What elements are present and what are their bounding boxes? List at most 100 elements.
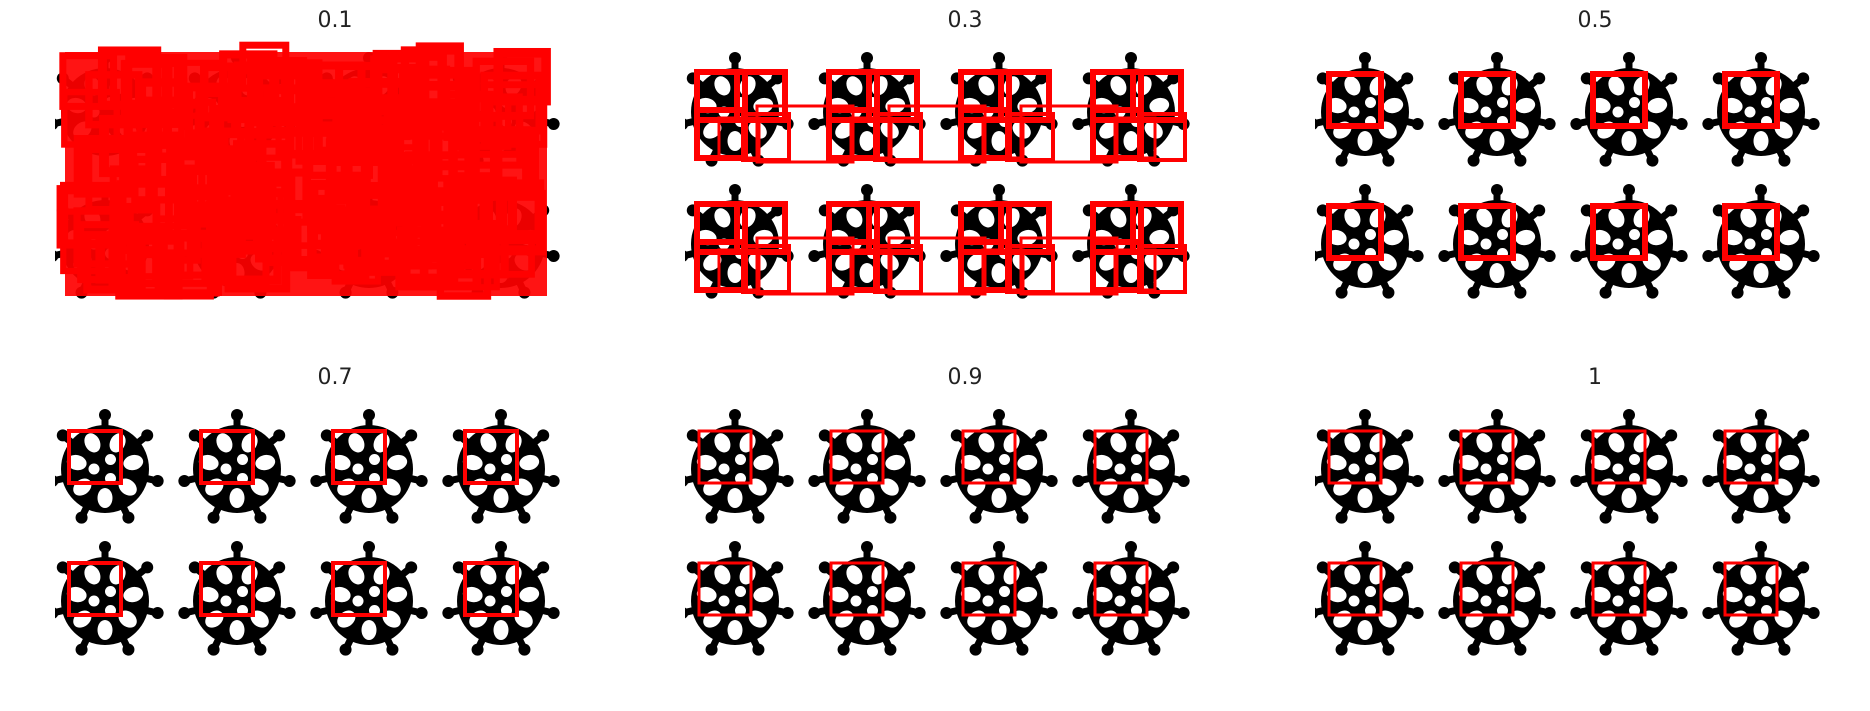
lattice-cell — [310, 409, 427, 524]
lattice-knob — [57, 429, 69, 441]
lattice-knob — [993, 409, 1005, 421]
lattice-knob — [729, 409, 741, 421]
lattice-cell — [808, 409, 925, 524]
lattice-hole — [851, 596, 862, 607]
lattice-hole — [494, 488, 509, 508]
lattice-hole — [992, 263, 1007, 283]
lattice-knob — [993, 52, 1005, 64]
lattice-knob — [1178, 475, 1190, 487]
lattice-knob — [1359, 184, 1371, 196]
lattice-knob — [1382, 287, 1394, 299]
lattice-knob — [1665, 72, 1677, 84]
lattice-cell — [685, 541, 794, 656]
lattice-knob — [884, 512, 896, 524]
lattice-knob — [970, 644, 982, 656]
lattice-hole — [1497, 97, 1508, 108]
lattice-knob — [782, 475, 794, 487]
lattice-knob — [1732, 155, 1744, 167]
lattice-cell — [1438, 409, 1555, 524]
lattice-knob — [1533, 72, 1545, 84]
lattice-knob — [1072, 250, 1084, 262]
lattice-knob — [1317, 429, 1329, 441]
lattice-knob — [386, 512, 398, 524]
lattice-hole — [1365, 586, 1376, 597]
lattice-knob — [231, 541, 243, 553]
lattice-cell — [55, 541, 164, 656]
lattice-knob — [1544, 250, 1556, 262]
lattice-knob — [808, 250, 820, 262]
lattice-knob — [1646, 644, 1658, 656]
lattice-knob — [1808, 475, 1820, 487]
lattice-knob — [1665, 429, 1677, 441]
lattice-knob — [1438, 475, 1450, 487]
lattice-hole — [1745, 596, 1756, 607]
lattice-hole — [719, 596, 730, 607]
lattice-knob — [1713, 429, 1725, 441]
lattice-knob — [495, 541, 507, 553]
lattice-hole — [983, 464, 994, 475]
lattice-hole — [1497, 586, 1508, 597]
lattice-knob — [808, 118, 820, 130]
lattice-knob — [1702, 475, 1714, 487]
lattice-knob — [1491, 184, 1503, 196]
lattice-knob — [363, 541, 375, 553]
lattice-hole — [1131, 586, 1142, 597]
lattice-knob — [819, 429, 831, 441]
lattice-knob — [1412, 118, 1424, 130]
panel-0-7: 0.7 — [55, 357, 615, 687]
panel-plot — [685, 40, 1245, 330]
lattice-hole — [98, 488, 113, 508]
lattice-knob — [1072, 475, 1084, 487]
lattice-hole — [1124, 131, 1139, 151]
lattice-hole — [1745, 107, 1756, 118]
lattice-knob — [231, 409, 243, 421]
lattice-knob — [284, 607, 296, 619]
lattice-hole — [230, 620, 245, 640]
lattice-knob — [1401, 429, 1413, 441]
lattice-hole — [1613, 239, 1624, 250]
lattice-hole — [735, 454, 746, 465]
lattice-knob — [1035, 429, 1047, 441]
lattice-hole — [105, 454, 116, 465]
lattice-hole — [89, 596, 100, 607]
lattice-knob — [178, 607, 190, 619]
lattice-cell — [1315, 541, 1424, 656]
lattice-hole — [485, 464, 496, 475]
lattice-knob — [1359, 409, 1371, 421]
lattice-knob — [1702, 250, 1714, 262]
lattice-hole — [237, 454, 248, 465]
lattice-knob — [1581, 561, 1593, 573]
lattice-hole — [983, 596, 994, 607]
lattice-knob — [1570, 607, 1582, 619]
lattice-knob — [1581, 429, 1593, 441]
lattice-knob — [1623, 541, 1635, 553]
lattice-knob — [951, 561, 963, 573]
lattice-hole — [1622, 488, 1637, 508]
lattice-hole — [1349, 596, 1360, 607]
lattice-knob — [1178, 607, 1190, 619]
lattice-knob — [687, 429, 699, 441]
lattice-knob — [340, 512, 352, 524]
lattice-cell — [1315, 409, 1424, 524]
lattice-hole — [1365, 229, 1376, 240]
lattice-hole — [719, 464, 730, 475]
lattice-knob — [1755, 541, 1767, 553]
lattice-knob — [1072, 118, 1084, 130]
lattice-knob — [152, 475, 164, 487]
lattice-knob — [386, 644, 398, 656]
panel-title: 1 — [1315, 365, 1870, 390]
lattice-knob — [537, 561, 549, 573]
lattice-knob — [76, 512, 88, 524]
lattice-knob — [1167, 561, 1179, 573]
lattice-knob — [771, 561, 783, 573]
lattice-hole — [1613, 107, 1624, 118]
lattice-knob — [1336, 155, 1348, 167]
lattice-knob — [1401, 72, 1413, 84]
lattice-hole — [362, 620, 377, 640]
lattice-knob — [861, 52, 873, 64]
lattice-hole — [353, 596, 364, 607]
lattice-knob — [405, 429, 417, 441]
lattice-knob — [1514, 512, 1526, 524]
lattice-hole — [1481, 107, 1492, 118]
lattice-knob — [1412, 250, 1424, 262]
